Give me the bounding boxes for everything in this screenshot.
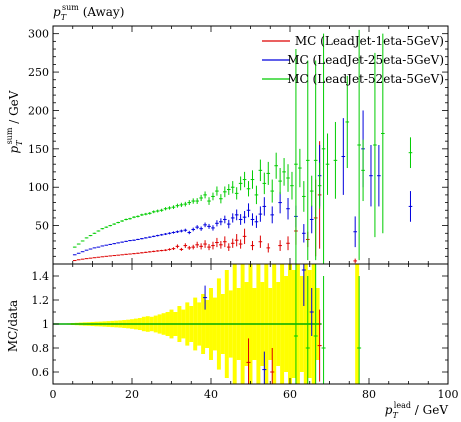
legend-label: MC (LeadJet-25eta-5GeV) [287, 53, 444, 67]
xlabel-suffix: / GeV [411, 403, 448, 417]
plot-title: pTsum (Away) [53, 3, 124, 22]
x-tick-label: 20 [125, 388, 139, 401]
main-y-axis-title: pTsum / GeV [5, 90, 24, 153]
xlabel-sub: T [392, 411, 398, 420]
ratio-uncertainty-band-segment [355, 264, 360, 384]
x-tick-label: 0 [50, 388, 57, 401]
x-axis-title: pTlead / GeV [385, 401, 449, 420]
y-tick-label: 100 [28, 181, 49, 194]
ylabel-suffix: / GeV [7, 90, 21, 127]
ylabel-sup: sum [5, 127, 14, 144]
ylabel-sub: T [15, 140, 24, 146]
title-base: p [53, 5, 61, 19]
ratio-y-tick-label: 1.2 [32, 294, 50, 307]
xlabel-base: p [385, 403, 393, 417]
y-tick-label: 150 [28, 143, 49, 156]
x-tick-label: 100 [438, 388, 459, 401]
legend-label: MC (LeadJet-52eta-5GeV) [287, 72, 444, 86]
y-tick-label: 50 [35, 220, 49, 233]
ylabel-base: p [7, 145, 21, 153]
ratio-y-axis-title: MC/data [6, 300, 20, 352]
xlabel-sup: lead [394, 401, 411, 410]
x-tick-label: 40 [204, 388, 218, 401]
y-tick-label: 300 [28, 28, 49, 41]
x-tick-label: 80 [362, 388, 376, 401]
legend: MC (LeadJet-1eta-5GeV) MC (LeadJet-25eta-… [262, 34, 444, 86]
x-tick-label: 60 [283, 388, 297, 401]
ratio-y-tick-label: 1.4 [32, 270, 50, 283]
title-sub: T [61, 13, 67, 22]
legend-label: MC (LeadJet-1eta-5GeV) [295, 34, 444, 48]
ratio-y-tick-label: 0.8 [32, 342, 50, 355]
ratio-y-tick-label: 0.6 [32, 366, 50, 379]
title-suffix: (Away) [79, 5, 125, 19]
y-tick-label: 250 [28, 66, 49, 79]
ratio-y-tick-label: 1 [42, 318, 49, 331]
y-tick-label: 200 [28, 104, 49, 117]
title-sup: sum [62, 3, 79, 12]
ratio-panel: 0 20 40 60 80 100 0.6 0.8 1 1.2 1.4 [32, 263, 459, 401]
